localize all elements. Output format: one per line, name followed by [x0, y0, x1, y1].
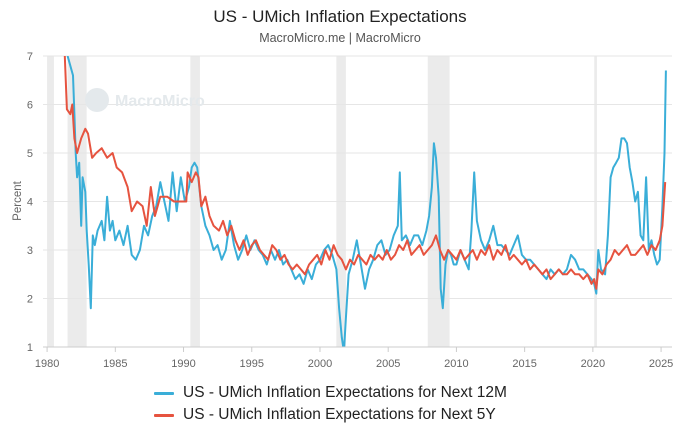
series-line-0	[66, 56, 667, 347]
axes: 1 2 3 4 5 6 7 1980 1985 1990 1995 2000 2005 2010 2015 2…	[27, 51, 673, 370]
legend-item-12m[interactable]: US - UMich Inflation Expectations for Ne…	[154, 382, 507, 404]
x-tick-label-2025: 2025	[649, 358, 673, 370]
y-tick-label-5: 5	[27, 148, 33, 160]
y-tick-label-4: 4	[27, 197, 33, 209]
watermark-text: MacroMicro	[115, 93, 205, 110]
legend-label-5y: US - UMich Inflation Expectations for Ne…	[183, 406, 496, 423]
y-tick-label-2: 2	[27, 294, 33, 306]
line-chart: MacroMicro 1 2 3 4 5 6 7 1980 1985 1990 1995 2000 20…	[12, 51, 673, 370]
x-tick-label-2005: 2005	[376, 358, 400, 370]
x-tick-label-2010: 2010	[444, 358, 468, 370]
series-lines	[63, 56, 667, 347]
y-tick-label-7: 7	[27, 51, 33, 63]
legend-swatch-12m	[154, 391, 174, 395]
watermark: MacroMicro	[85, 88, 205, 112]
x-tick-label-2015: 2015	[512, 358, 536, 370]
legend: US - UMich Inflation Expectations for Ne…	[154, 382, 507, 426]
y-tick-label-1: 1	[27, 342, 33, 354]
chart-subtitle: MacroMicro.me | MacroMicro	[259, 31, 421, 45]
watermark-logo-icon	[85, 88, 109, 112]
y-axis-title: Percent	[12, 180, 24, 220]
x-tick-label-1980: 1980	[35, 358, 59, 370]
x-tick-label-2000: 2000	[308, 358, 332, 370]
legend-item-5y[interactable]: US - UMich Inflation Expectations for Ne…	[154, 404, 507, 426]
series-line-1	[63, 56, 667, 290]
legend-swatch-5y	[154, 413, 174, 417]
chart-title: US - UMich Inflation Expectations	[213, 7, 467, 26]
x-tick-label-1990: 1990	[171, 358, 195, 370]
legend-label-12m: US - UMich Inflation Expectations for Ne…	[183, 384, 507, 401]
x-tick-label-2020: 2020	[581, 358, 605, 370]
y-tick-label-6: 6	[27, 100, 33, 112]
x-tick-label-1995: 1995	[240, 358, 264, 370]
x-tick-label-1985: 1985	[103, 358, 127, 370]
y-tick-label-3: 3	[27, 245, 33, 257]
